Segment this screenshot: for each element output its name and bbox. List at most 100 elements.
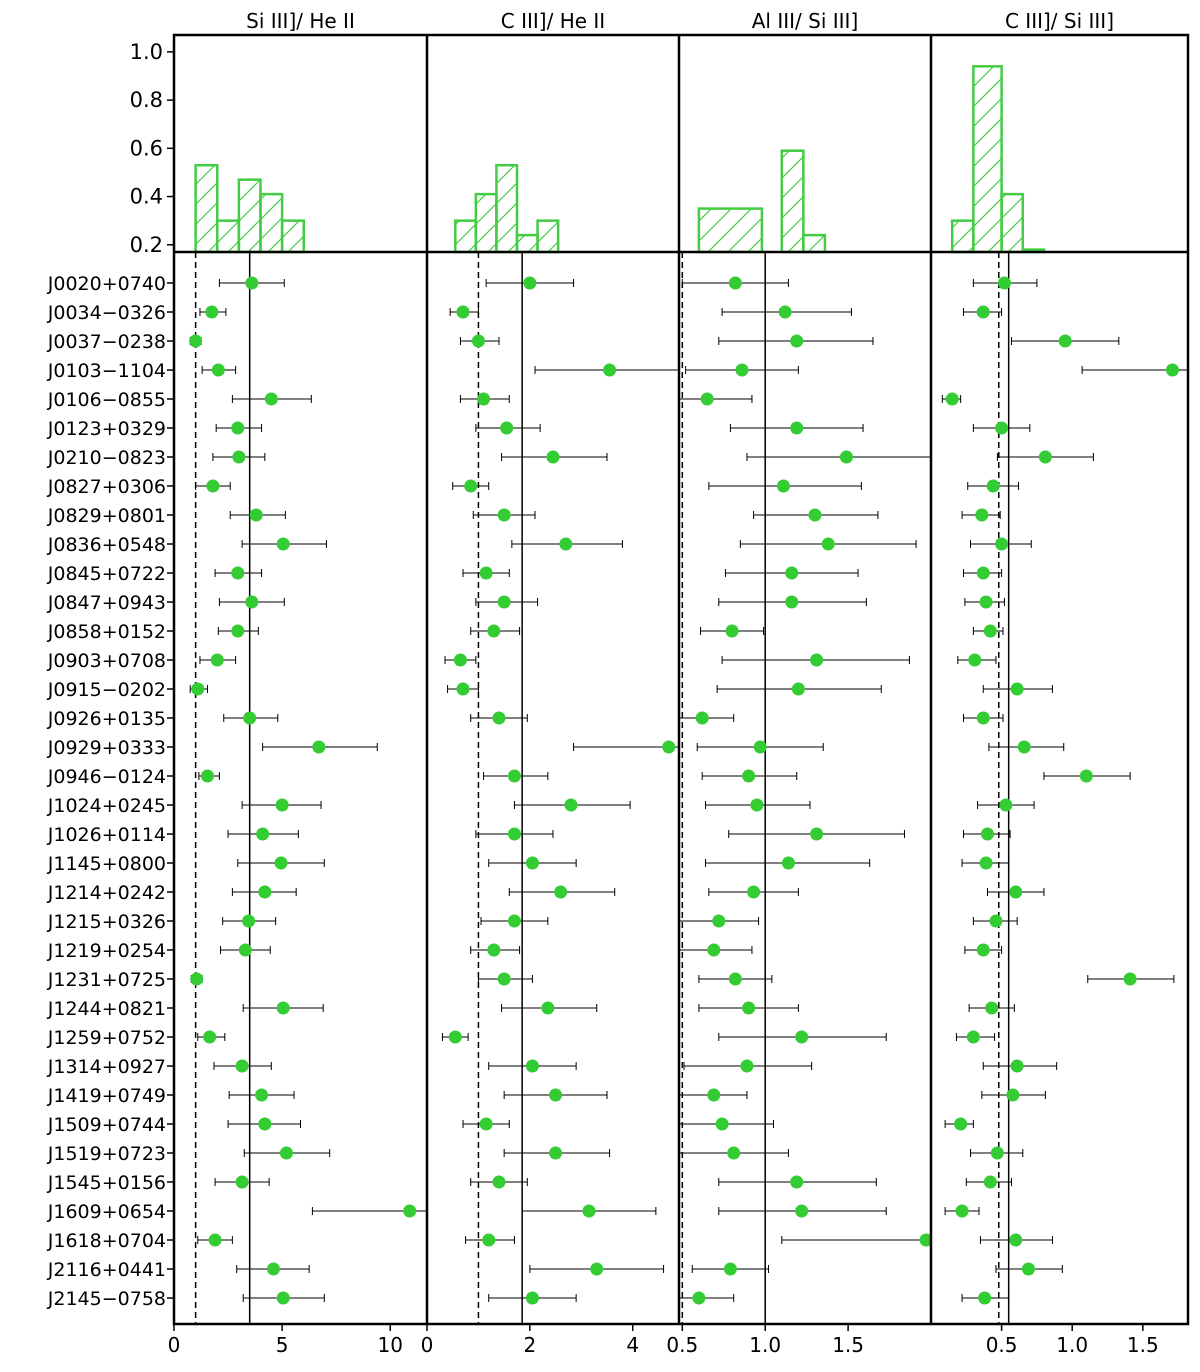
data-point: [955, 1204, 969, 1218]
hist-bar: [454, 219, 478, 254]
data-point: [790, 334, 804, 348]
hist-bar: [802, 233, 827, 254]
data-point: [523, 276, 537, 290]
data-point: [968, 653, 982, 667]
xtick-label: 1.0: [749, 1333, 781, 1357]
data-point: [986, 479, 1000, 493]
data-point: [507, 827, 521, 841]
data-point: [497, 508, 511, 522]
data-point: [695, 711, 709, 725]
hist-bar: [280, 219, 305, 254]
data-point: [1021, 1262, 1035, 1276]
hist-bar: [515, 233, 539, 254]
data-point: [795, 1204, 809, 1218]
data-point: [983, 624, 997, 638]
data-point: [700, 392, 714, 406]
data-point: [206, 479, 220, 493]
data-point: [795, 1030, 809, 1044]
hist-bar: [536, 219, 560, 254]
panel-1: Si III]/ He II 0 5 10: [168, 9, 427, 1357]
object-label: J2116+0441: [47, 1259, 166, 1281]
data-point: [208, 1233, 222, 1247]
data-point: [785, 595, 799, 609]
object-label: J1215+0326: [47, 911, 166, 933]
data-point: [728, 276, 742, 290]
data-point: [258, 885, 272, 899]
data-point: [707, 1088, 721, 1102]
data-points: [189, 276, 427, 1305]
object-label: J0103−1104: [47, 360, 166, 382]
data-point: [980, 827, 994, 841]
object-label: J1419+0749: [47, 1085, 166, 1107]
histogram: [950, 65, 1046, 254]
data-point: [1009, 885, 1023, 899]
data-point: [190, 972, 204, 986]
data-point: [276, 537, 290, 551]
panel-3: Al III/ Si III] 0.5 1.0 1.5: [666, 9, 931, 1357]
data-point: [1009, 1233, 1023, 1247]
data-points: [679, 276, 931, 1305]
hist-bar: [215, 219, 241, 254]
data-point: [245, 595, 259, 609]
object-label: J0926+0135: [47, 708, 166, 730]
data-point: [791, 682, 805, 696]
data-point: [497, 595, 511, 609]
data-point: [482, 1233, 496, 1247]
data-point: [776, 479, 790, 493]
xtick-label: 0.5: [986, 1333, 1018, 1357]
data-point: [276, 1001, 290, 1015]
data-point: [778, 305, 792, 319]
data-points: [941, 276, 1188, 1305]
object-label: J0037−0238: [47, 331, 166, 353]
data-point: [231, 624, 245, 638]
data-point: [266, 1262, 280, 1276]
data-point: [231, 566, 245, 580]
data-point: [750, 798, 764, 812]
data-point: [500, 421, 514, 435]
hist-bar: [950, 219, 975, 254]
data-point: [238, 943, 252, 957]
xtick-label: 1.5: [832, 1333, 864, 1357]
hist-ytick-label: 0.8: [130, 88, 163, 112]
data-point: [966, 1030, 980, 1044]
data-point: [479, 1117, 493, 1131]
data-point: [189, 334, 203, 348]
data-point: [582, 1204, 596, 1218]
data-point: [471, 334, 485, 348]
histogram: [697, 149, 827, 254]
object-label: J1024+0245: [47, 795, 166, 817]
object-label: J0210−0823: [47, 447, 166, 469]
object-label: J1609+0654: [47, 1201, 166, 1223]
object-label: J0946−0124: [47, 766, 166, 788]
data-point: [781, 856, 795, 870]
data-point: [210, 653, 224, 667]
data-point: [1165, 363, 1179, 377]
data-point: [279, 1146, 293, 1160]
data-point: [945, 392, 959, 406]
data-point: [727, 1146, 741, 1160]
object-label: J1231+0725: [47, 969, 166, 991]
object-label: J1545+0156: [47, 1172, 166, 1194]
hist-bar: [697, 207, 764, 254]
data-point: [999, 798, 1013, 812]
data-point: [1058, 334, 1072, 348]
data-point: [995, 421, 1009, 435]
data-point: [205, 305, 219, 319]
data-point: [507, 769, 521, 783]
hist-ytick-label: 0.4: [130, 185, 163, 209]
object-label: J0929+0333: [47, 737, 166, 759]
data-point: [492, 1175, 506, 1189]
data-point: [997, 276, 1011, 290]
hist-bar: [194, 163, 219, 254]
data-point: [975, 508, 989, 522]
data-point: [590, 1262, 604, 1276]
data-point: [747, 885, 761, 899]
data-point: [723, 1262, 737, 1276]
data-point: [712, 914, 726, 928]
hist-ytick-label: 0.6: [130, 136, 163, 160]
object-label: J1259+0752: [47, 1027, 166, 1049]
data-point: [235, 1059, 249, 1073]
data-point: [976, 711, 990, 725]
data-point: [785, 566, 799, 580]
data-point: [211, 363, 225, 377]
